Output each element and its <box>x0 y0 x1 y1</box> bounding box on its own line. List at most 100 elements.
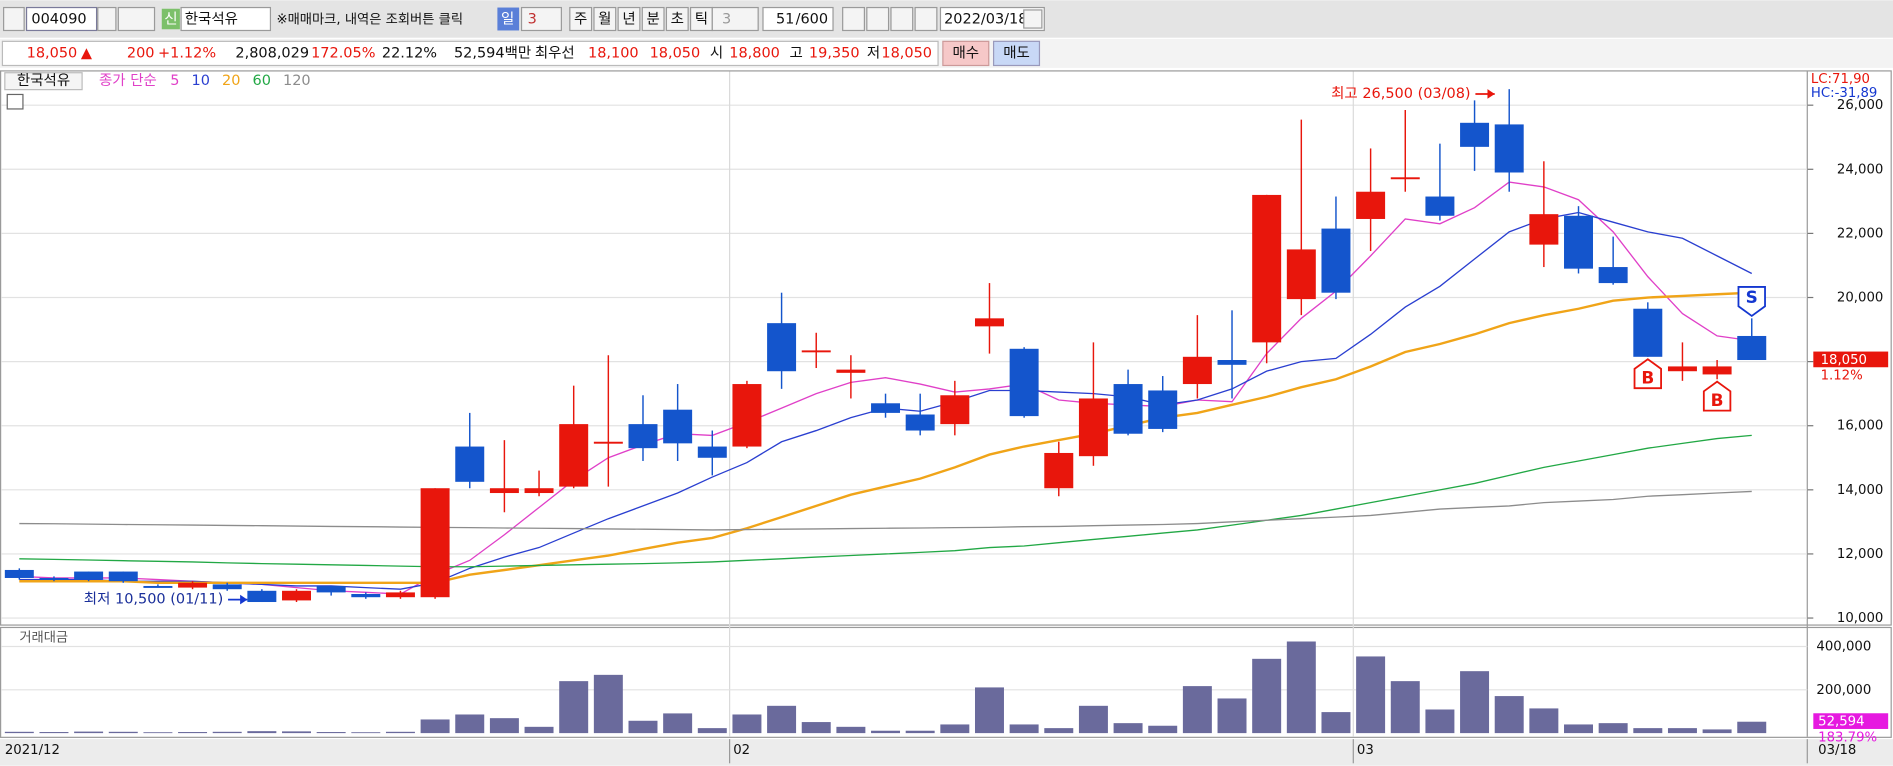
count-max: /600 <box>796 12 829 28</box>
candle-body <box>974 318 1004 327</box>
candle-body <box>1702 366 1732 375</box>
period-count-box[interactable] <box>520 6 562 32</box>
candle-body <box>420 488 450 598</box>
date: 2022/03/18 <box>944 12 1027 28</box>
candle-body <box>1356 191 1386 219</box>
volume-tag-label: 52,594 <box>1818 715 1864 730</box>
settings-button[interactable] <box>914 6 938 32</box>
candle-body <box>1148 390 1178 429</box>
volume-bar <box>801 722 831 734</box>
unit-button[interactable] <box>665 6 689 32</box>
buy-button[interactable] <box>942 40 990 67</box>
y-tick-label: 14,000 <box>1837 483 1883 498</box>
y-tick-label: 24,000 <box>1837 162 1883 177</box>
high-label: 고 <box>790 45 803 61</box>
y-tick-label: 16,000 <box>1837 419 1883 434</box>
unit-button[interactable] <box>569 6 593 32</box>
sell-button[interactable] <box>992 40 1041 67</box>
unit-button[interactable] <box>641 6 665 32</box>
volume-bar <box>940 724 970 734</box>
amount: 52,594백만 <box>454 44 531 61</box>
candle-body <box>593 441 623 444</box>
volume-bar <box>663 713 693 734</box>
candle-body <box>1633 308 1663 357</box>
candle-body <box>351 594 381 598</box>
badge <box>161 8 180 30</box>
unit-count-box[interactable] <box>711 6 759 32</box>
legend-name: 한국석유 <box>17 72 70 89</box>
unit-button[interactable] <box>617 6 641 32</box>
volume-tick-label: 200,000 <box>1816 683 1871 698</box>
low: 18,050 <box>881 45 932 61</box>
volume-bar <box>732 714 762 734</box>
candle-body <box>1564 215 1593 269</box>
day-button[interactable] <box>497 7 520 31</box>
volume-ratio: 172.05% <box>311 45 375 61</box>
period-count: 3 <box>528 12 537 28</box>
quote-box <box>1 40 939 67</box>
price: 18,050 <box>27 45 78 61</box>
tool-button[interactable] <box>842 6 866 32</box>
candle-body <box>1425 196 1455 216</box>
volume-bar <box>143 732 173 734</box>
date-box[interactable] <box>939 6 1045 32</box>
volume-bar <box>767 705 797 734</box>
candle-body <box>1286 249 1316 300</box>
sell: 매도 <box>1003 44 1030 61</box>
open: 18,800 <box>729 45 780 61</box>
unit-label: 월 <box>598 11 611 28</box>
volume-bar <box>1252 658 1282 734</box>
signal-label: B <box>1641 368 1654 388</box>
legend-entry: 60 <box>253 73 271 89</box>
volume-bar <box>1321 712 1351 734</box>
candle-body <box>1494 124 1524 173</box>
y-tick-label: 10,000 <box>1837 611 1883 626</box>
volume-bar <box>1667 728 1697 734</box>
calendar-button[interactable] <box>1023 9 1043 29</box>
volume-bar <box>905 730 935 734</box>
y-tick-label: 22,000 <box>1837 226 1883 241</box>
volume-bar <box>178 732 208 734</box>
candle-body <box>74 571 104 580</box>
corner-label: LC:71,90 <box>1811 72 1870 87</box>
volume-bar <box>455 714 485 734</box>
tool-button[interactable] <box>866 6 890 32</box>
candle-body <box>871 403 901 413</box>
bid: 18,050 <box>650 45 701 61</box>
x-last-label: 03/18 <box>1818 743 1856 758</box>
search-button[interactable] <box>97 6 117 32</box>
count-box[interactable] <box>762 6 834 32</box>
volume-bar <box>420 719 450 734</box>
volume-panel <box>0 626 1892 738</box>
save-button[interactable] <box>890 6 914 32</box>
volume-bar <box>282 731 311 734</box>
candle-body <box>524 488 554 494</box>
price-panel <box>0 70 1892 626</box>
volume-bar <box>593 674 623 734</box>
price-tag-label: 18,050 <box>1821 353 1867 368</box>
ma-line <box>19 291 1752 585</box>
menu-button[interactable] <box>3 6 25 32</box>
candle-body <box>1182 356 1212 385</box>
volume-bar <box>1529 708 1559 734</box>
legend-entry: 5 <box>170 73 179 89</box>
price-change: 1.12% <box>1821 369 1863 384</box>
arrow: ▲ <box>81 45 93 61</box>
unit-button[interactable] <box>593 6 617 32</box>
volume-bar <box>871 730 901 734</box>
volume-bar <box>524 726 554 734</box>
volume-bar <box>4 731 34 734</box>
candle-body <box>316 585 346 593</box>
volume-bar <box>247 731 277 734</box>
candle-body <box>385 592 415 598</box>
volume-bar <box>1286 641 1316 734</box>
sound-button[interactable] <box>117 6 156 32</box>
grid-toggle[interactable] <box>6 93 24 110</box>
code-input[interactable] <box>25 6 98 32</box>
candle-body <box>178 582 208 588</box>
volume-bar <box>39 732 69 734</box>
x-tick-label: 2021/12 <box>5 743 60 758</box>
volume-bar <box>385 731 415 734</box>
legend-box <box>4 72 83 91</box>
name-box[interactable] <box>180 6 272 32</box>
